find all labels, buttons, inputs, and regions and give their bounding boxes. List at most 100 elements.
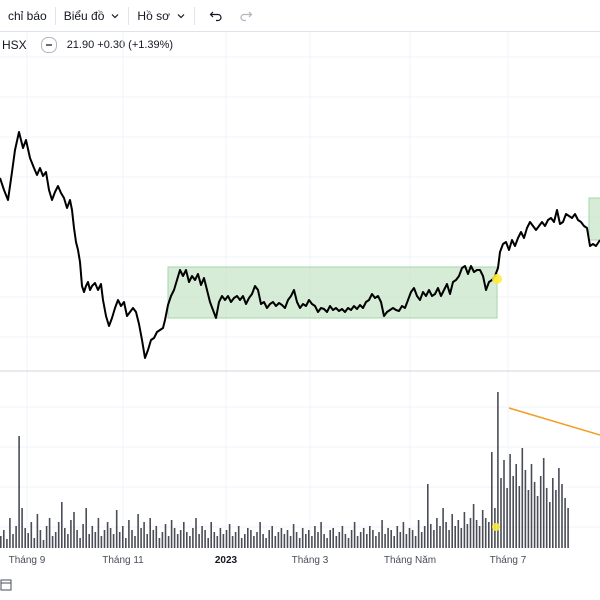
redo-button[interactable] — [231, 0, 261, 31]
volume-bar — [33, 538, 36, 548]
volume-bar — [134, 536, 136, 548]
volume-bar — [237, 526, 240, 548]
time-axis-label: 2023 — [215, 555, 238, 566]
volume-bar — [509, 454, 511, 548]
volume-bar — [338, 532, 341, 548]
volume-bar — [378, 532, 380, 548]
volume-marker — [492, 523, 500, 531]
volume-bar — [283, 534, 286, 548]
volume-bar — [268, 530, 270, 548]
volume-bar — [396, 526, 399, 548]
price-change-readout: 21.90 +0.30 (+1.39%) — [66, 39, 174, 51]
volume-bar — [18, 436, 20, 548]
volume-bar — [484, 518, 487, 548]
volume-bar — [405, 534, 408, 548]
indicators-button[interactable]: chỉ báo — [0, 0, 55, 31]
volume-bar — [280, 528, 283, 548]
volume-bar — [125, 538, 127, 548]
volume-bar — [146, 534, 148, 548]
time-axis-label: Tháng 3 — [292, 555, 329, 566]
volume-bar — [454, 526, 456, 548]
volume-bar — [323, 534, 325, 548]
price-line — [0, 131, 600, 359]
undo-button[interactable] — [195, 0, 231, 31]
price-marker[interactable] — [492, 274, 502, 284]
volume-bar — [103, 530, 106, 548]
volume-bar — [381, 520, 383, 548]
volume-bar — [564, 498, 566, 548]
volume-bar — [155, 526, 158, 548]
volume-bar — [399, 532, 402, 548]
volume-bar — [57, 522, 60, 548]
volume-bar — [54, 532, 57, 548]
volume-bar — [402, 522, 405, 548]
volume-bar — [64, 528, 66, 548]
volume-bar — [539, 476, 542, 548]
volume-bar — [198, 534, 200, 548]
volume-bar — [137, 514, 139, 548]
volume-bar — [15, 526, 17, 548]
volume-bar — [173, 528, 176, 548]
volume-bar — [256, 532, 258, 548]
volume-bar — [469, 518, 472, 548]
volume-bar — [231, 536, 234, 548]
chart-type-label: Biểu đồ — [63, 8, 105, 23]
volume-bar — [36, 514, 39, 548]
volume-bar — [411, 530, 414, 548]
volume-bar — [503, 460, 505, 548]
volume-bar — [94, 532, 97, 548]
volume-bar — [359, 532, 362, 548]
volume-bar — [390, 530, 392, 548]
volume-bar — [27, 533, 29, 548]
volume-bar — [225, 530, 228, 548]
volume-bar — [545, 488, 548, 548]
volume-bar — [161, 532, 164, 548]
volume-bar — [329, 530, 331, 548]
volume-bar — [240, 538, 243, 548]
volume-bar — [295, 532, 298, 548]
volume-bar — [527, 490, 530, 548]
volume-bar — [210, 522, 212, 548]
volume-bar — [3, 530, 5, 548]
volume-bar — [195, 518, 197, 548]
volume-bar — [515, 464, 517, 548]
volume-bar — [445, 522, 447, 548]
volume-bar — [335, 536, 338, 548]
volume-bar — [152, 530, 155, 548]
volume-bar — [475, 520, 478, 548]
calendar-icon[interactable] — [0, 579, 12, 591]
trend-line[interactable] — [508, 407, 600, 436]
volume-bar — [552, 478, 554, 548]
volume-bar — [131, 530, 133, 548]
volume-bar — [30, 522, 33, 548]
volume-bar — [433, 530, 435, 548]
volume-bar — [457, 520, 460, 548]
volume-bar — [192, 528, 194, 548]
volume-bar — [423, 526, 426, 548]
volume-bar — [311, 536, 313, 548]
volume-bar — [106, 522, 109, 548]
top-toolbar: chỉ báo Biểu đồ Hồ sơ — [0, 0, 600, 32]
chart-type-dropdown[interactable]: Biểu đồ — [56, 0, 129, 31]
volume-bar — [271, 526, 273, 548]
volume-bar — [247, 528, 249, 548]
profile-dropdown[interactable]: Hồ sơ — [129, 0, 194, 31]
volume-bar — [417, 520, 420, 548]
redo-icon — [240, 11, 253, 21]
time-axis: Tháng 9 Tháng 11 2023 Tháng 3 Tháng Năm Tháng… — [9, 555, 527, 566]
volume-bar — [45, 526, 48, 548]
volume-bar — [115, 510, 118, 548]
volume-bar — [292, 524, 295, 548]
volume-bar — [555, 490, 557, 548]
volume-bar — [176, 534, 179, 548]
volume-bar — [356, 536, 359, 548]
profile-label: Hồ sơ — [137, 8, 170, 23]
volume-bar — [430, 524, 432, 548]
volume-bar — [460, 528, 463, 548]
volume-bar — [558, 468, 560, 548]
volume-bar — [216, 536, 219, 548]
volume-bar — [384, 534, 386, 548]
hide-series-icon[interactable] — [40, 37, 57, 53]
range-box[interactable] — [588, 197, 600, 241]
